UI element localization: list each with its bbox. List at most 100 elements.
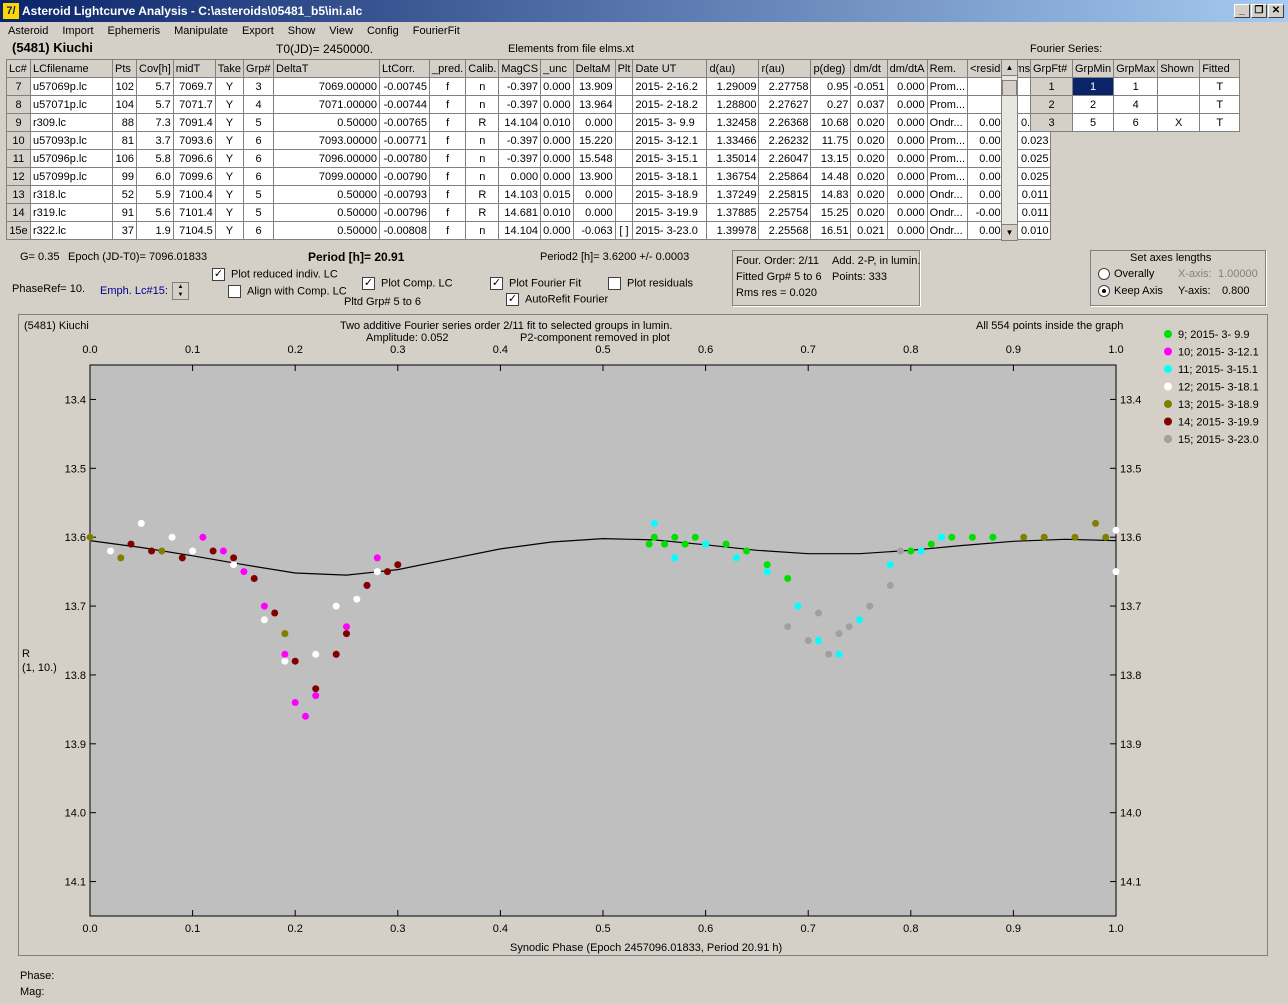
lc-col-header[interactable]: dm/dt bbox=[850, 59, 888, 78]
lc-cell[interactable]: 7071.00000 bbox=[273, 95, 381, 114]
lc-cell[interactable]: 0.000 bbox=[886, 203, 928, 222]
lc-cell[interactable]: 2.26232 bbox=[758, 131, 812, 150]
lc-cell[interactable]: 7069.7 bbox=[172, 77, 216, 96]
close-button[interactable]: ✕ bbox=[1268, 4, 1284, 18]
lc-cell[interactable]: 2015- 3-23.0 bbox=[632, 221, 708, 240]
lc-cell[interactable]: 0.037 bbox=[850, 95, 888, 114]
lc-cell[interactable]: Prom... bbox=[926, 131, 969, 150]
lc-cell[interactable]: 0.010 bbox=[1008, 221, 1052, 240]
lc-col-header[interactable]: <resid> bbox=[967, 59, 1010, 78]
lc-cell[interactable]: u57093p.lc bbox=[30, 131, 113, 150]
lc-cell[interactable]: 0.025 bbox=[1008, 167, 1052, 186]
lc-cell[interactable]: f bbox=[429, 149, 467, 168]
fourier-cell[interactable]: T bbox=[1199, 113, 1241, 132]
lc-col-header[interactable]: LCfilename bbox=[30, 59, 113, 78]
lc-cell[interactable]: 14.48 bbox=[810, 167, 852, 186]
lc-cell[interactable]: 0.015 bbox=[540, 185, 574, 204]
lc-cell[interactable]: 2.26368 bbox=[758, 113, 812, 132]
lc-cell[interactable]: 0.000 bbox=[886, 149, 928, 168]
lc-cell[interactable]: 15.25 bbox=[810, 203, 852, 222]
fourier-cell[interactable]: 6 bbox=[1113, 113, 1159, 132]
lc-cell[interactable]: 1.37249 bbox=[706, 185, 760, 204]
lc-cell[interactable]: r319.lc bbox=[30, 203, 113, 222]
lc-table-row[interactable]: 14 r319.lc 91 5.6 7101.4 Y 5 0.50000 -0.00796 f R 1… bbox=[6, 203, 1052, 222]
menu-manipulate[interactable]: Manipulate bbox=[174, 25, 228, 37]
lc-col-header[interactable]: Lc# bbox=[6, 59, 31, 78]
lc-cell[interactable]: Prom... bbox=[926, 167, 969, 186]
lc-col-header[interactable]: Cov[h] bbox=[136, 59, 174, 78]
align-comp-checkbox[interactable]: Align with Comp. LC bbox=[228, 285, 347, 298]
lc-row-header[interactable]: 10 bbox=[6, 131, 31, 150]
lc-cell[interactable]: 0.000 bbox=[886, 131, 928, 150]
menu-view[interactable]: View bbox=[329, 25, 353, 37]
lc-cell[interactable]: 0.010 bbox=[540, 203, 574, 222]
lc-cell[interactable]: -0.397 bbox=[498, 95, 542, 114]
lc-cell[interactable]: Y bbox=[214, 95, 245, 114]
lc-cell[interactable]: -0.051 bbox=[850, 77, 888, 96]
lc-cell[interactable]: 0.000 bbox=[886, 77, 928, 96]
lc-col-header[interactable]: Plt bbox=[614, 59, 634, 78]
lc-cell[interactable]: 2015- 2-18.2 bbox=[632, 95, 708, 114]
lc-cell[interactable]: 1.33466 bbox=[706, 131, 760, 150]
lc-cell[interactable]: 7099.00000 bbox=[273, 167, 381, 186]
lc-cell[interactable]: 0.000 bbox=[967, 149, 1010, 168]
lc-cell[interactable]: -0.397 bbox=[498, 131, 542, 150]
menu-fourierfit[interactable]: FourierFit bbox=[412, 25, 460, 37]
lc-cell[interactable]: 0.000 bbox=[540, 167, 574, 186]
lc-cell[interactable]: 0.000 bbox=[572, 185, 616, 204]
lc-cell[interactable]: Ondr... bbox=[926, 185, 969, 204]
lc-cell[interactable]: 0.000 bbox=[572, 113, 616, 132]
lc-cell[interactable]: 15.548 bbox=[572, 149, 616, 168]
lc-row-header[interactable]: 15e bbox=[6, 221, 31, 240]
lc-cell[interactable]: 13.909 bbox=[572, 77, 616, 96]
lc-cell[interactable]: 2015- 3-18.9 bbox=[632, 185, 708, 204]
lc-cell[interactable]: 2015- 3-18.1 bbox=[632, 167, 708, 186]
lc-cell[interactable]: 14.104 bbox=[498, 113, 542, 132]
menu-show[interactable]: Show bbox=[287, 25, 316, 37]
lc-cell[interactable]: 2015- 3-12.1 bbox=[632, 131, 708, 150]
lc-cell[interactable]: 88 bbox=[112, 113, 137, 132]
lc-col-header[interactable]: DeltaM bbox=[572, 59, 616, 78]
lc-cell[interactable]: 0.020 bbox=[850, 149, 888, 168]
lc-cell[interactable]: 1.37885 bbox=[706, 203, 760, 222]
lc-cell[interactable]: Ondr... bbox=[926, 221, 969, 240]
lc-cell[interactable]: 37 bbox=[112, 221, 137, 240]
lc-table-scrollbar[interactable]: ▲ ▼ bbox=[1001, 59, 1018, 241]
menu-config[interactable]: Config bbox=[366, 25, 399, 37]
lc-col-header[interactable]: _pred. bbox=[429, 59, 467, 78]
lc-cell[interactable]: 2015- 3- 9.9 bbox=[632, 113, 708, 132]
fourier-col-header[interactable]: Fitted bbox=[1199, 59, 1241, 78]
lc-cell[interactable]: 0.020 bbox=[850, 167, 888, 186]
plot-residuals-checkbox[interactable]: Plot residuals bbox=[608, 277, 693, 290]
lc-cell[interactable]: 106 bbox=[112, 149, 137, 168]
lc-cell[interactable]: Prom... bbox=[926, 149, 969, 168]
lc-cell[interactable]: 16.51 bbox=[810, 221, 852, 240]
lc-cell[interactable]: 7096.6 bbox=[172, 149, 216, 168]
lc-cell[interactable]: Y bbox=[214, 221, 245, 240]
lc-cell[interactable]: 0.000 bbox=[540, 221, 574, 240]
lc-cell[interactable]: 14.104 bbox=[498, 221, 542, 240]
lc-cell[interactable]: 1.9 bbox=[136, 221, 174, 240]
lc-row-header[interactable]: 14 bbox=[6, 203, 31, 222]
lc-cell[interactable]: 13.964 bbox=[572, 95, 616, 114]
scroll-thumb[interactable] bbox=[1002, 80, 1017, 96]
lc-cell[interactable]: Prom... bbox=[926, 95, 969, 114]
lc-cell[interactable]: 2015- 3-15.1 bbox=[632, 149, 708, 168]
lc-cell[interactable]: -0.063 bbox=[572, 221, 616, 240]
lc-cell[interactable]: 0.021 bbox=[850, 221, 888, 240]
lc-table-row[interactable]: 10 u57093p.lc 81 3.7 7093.6 Y 6 7093.00000 -0.00… bbox=[6, 131, 1052, 150]
lc-col-header[interactable]: Grp# bbox=[243, 59, 275, 78]
menu-asteroid[interactable]: Asteroid bbox=[8, 25, 49, 37]
lc-col-header[interactable]: Calib. bbox=[465, 59, 500, 78]
plot-comp-checkbox[interactable]: ✓ Plot Comp. LC bbox=[362, 277, 453, 290]
lc-cell[interactable]: 0.000 bbox=[967, 221, 1010, 240]
lc-cell[interactable]: 2.25815 bbox=[758, 185, 812, 204]
lc-row-header[interactable]: 13 bbox=[6, 185, 31, 204]
scroll-up-arrow-icon[interactable]: ▲ bbox=[1002, 60, 1017, 76]
menu-import[interactable]: Import bbox=[62, 25, 94, 37]
lc-cell[interactable]: n bbox=[465, 221, 500, 240]
menu-export[interactable]: Export bbox=[241, 25, 274, 37]
lc-cell[interactable]: r322.lc bbox=[30, 221, 113, 240]
